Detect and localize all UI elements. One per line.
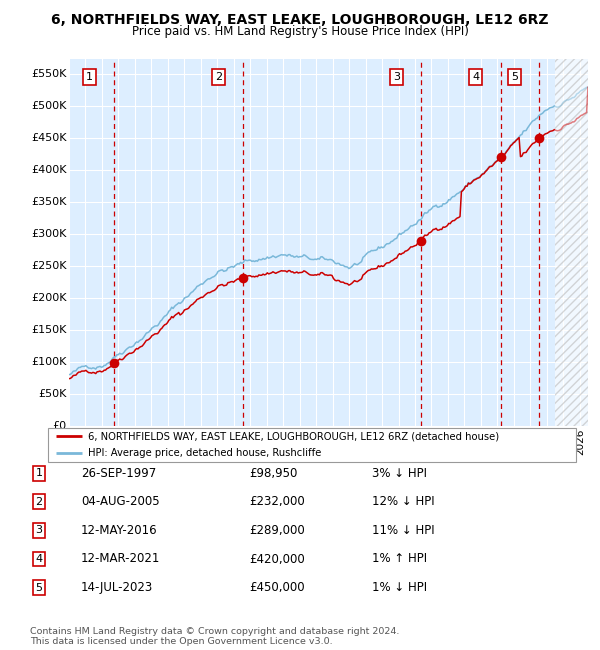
Text: 12-MAY-2016: 12-MAY-2016 xyxy=(81,524,158,537)
Text: 1: 1 xyxy=(86,72,93,82)
Text: £450K: £450K xyxy=(31,133,67,144)
Text: £150K: £150K xyxy=(31,325,67,335)
Text: 1% ↑ HPI: 1% ↑ HPI xyxy=(372,552,427,566)
Text: 3% ↓ HPI: 3% ↓ HPI xyxy=(372,467,427,480)
Text: 11% ↓ HPI: 11% ↓ HPI xyxy=(372,524,434,537)
Text: 1: 1 xyxy=(35,468,43,478)
Text: £200K: £200K xyxy=(31,293,67,303)
Text: £500K: £500K xyxy=(31,101,67,111)
Text: 04-AUG-2005: 04-AUG-2005 xyxy=(81,495,160,508)
Text: £98,950: £98,950 xyxy=(249,467,298,480)
Text: 2: 2 xyxy=(215,72,223,82)
Text: £50K: £50K xyxy=(38,389,67,399)
Text: 26-SEP-1997: 26-SEP-1997 xyxy=(81,467,156,480)
Text: 4: 4 xyxy=(472,72,479,82)
Text: 5: 5 xyxy=(35,582,43,593)
Text: HPI: Average price, detached house, Rushcliffe: HPI: Average price, detached house, Rush… xyxy=(88,448,321,458)
Text: £100K: £100K xyxy=(31,357,67,367)
Text: £550K: £550K xyxy=(31,70,67,79)
Text: 3: 3 xyxy=(393,72,400,82)
Text: £450,000: £450,000 xyxy=(249,581,305,594)
Text: 6, NORTHFIELDS WAY, EAST LEAKE, LOUGHBOROUGH, LE12 6RZ (detached house): 6, NORTHFIELDS WAY, EAST LEAKE, LOUGHBOR… xyxy=(88,431,499,441)
Text: Price paid vs. HM Land Registry's House Price Index (HPI): Price paid vs. HM Land Registry's House … xyxy=(131,25,469,38)
Text: £232,000: £232,000 xyxy=(249,495,305,508)
Text: 12-MAR-2021: 12-MAR-2021 xyxy=(81,552,160,566)
Bar xyxy=(555,58,588,426)
Text: 5: 5 xyxy=(511,72,518,82)
Text: £250K: £250K xyxy=(31,261,67,271)
Text: £350K: £350K xyxy=(31,197,67,207)
Text: 1% ↓ HPI: 1% ↓ HPI xyxy=(372,581,427,594)
Text: £420,000: £420,000 xyxy=(249,552,305,566)
Text: 14-JUL-2023: 14-JUL-2023 xyxy=(81,581,153,594)
Text: £300K: £300K xyxy=(31,229,67,239)
Text: £400K: £400K xyxy=(31,165,67,176)
Text: 12% ↓ HPI: 12% ↓ HPI xyxy=(372,495,434,508)
Text: 3: 3 xyxy=(35,525,43,536)
Text: 4: 4 xyxy=(35,554,43,564)
Text: £289,000: £289,000 xyxy=(249,524,305,537)
Text: 2: 2 xyxy=(35,497,43,507)
Text: £0: £0 xyxy=(52,421,67,431)
Text: This data is licensed under the Open Government Licence v3.0.: This data is licensed under the Open Gov… xyxy=(30,637,332,646)
Text: Contains HM Land Registry data © Crown copyright and database right 2024.: Contains HM Land Registry data © Crown c… xyxy=(30,627,400,636)
Text: 6, NORTHFIELDS WAY, EAST LEAKE, LOUGHBOROUGH, LE12 6RZ: 6, NORTHFIELDS WAY, EAST LEAKE, LOUGHBOR… xyxy=(51,13,549,27)
